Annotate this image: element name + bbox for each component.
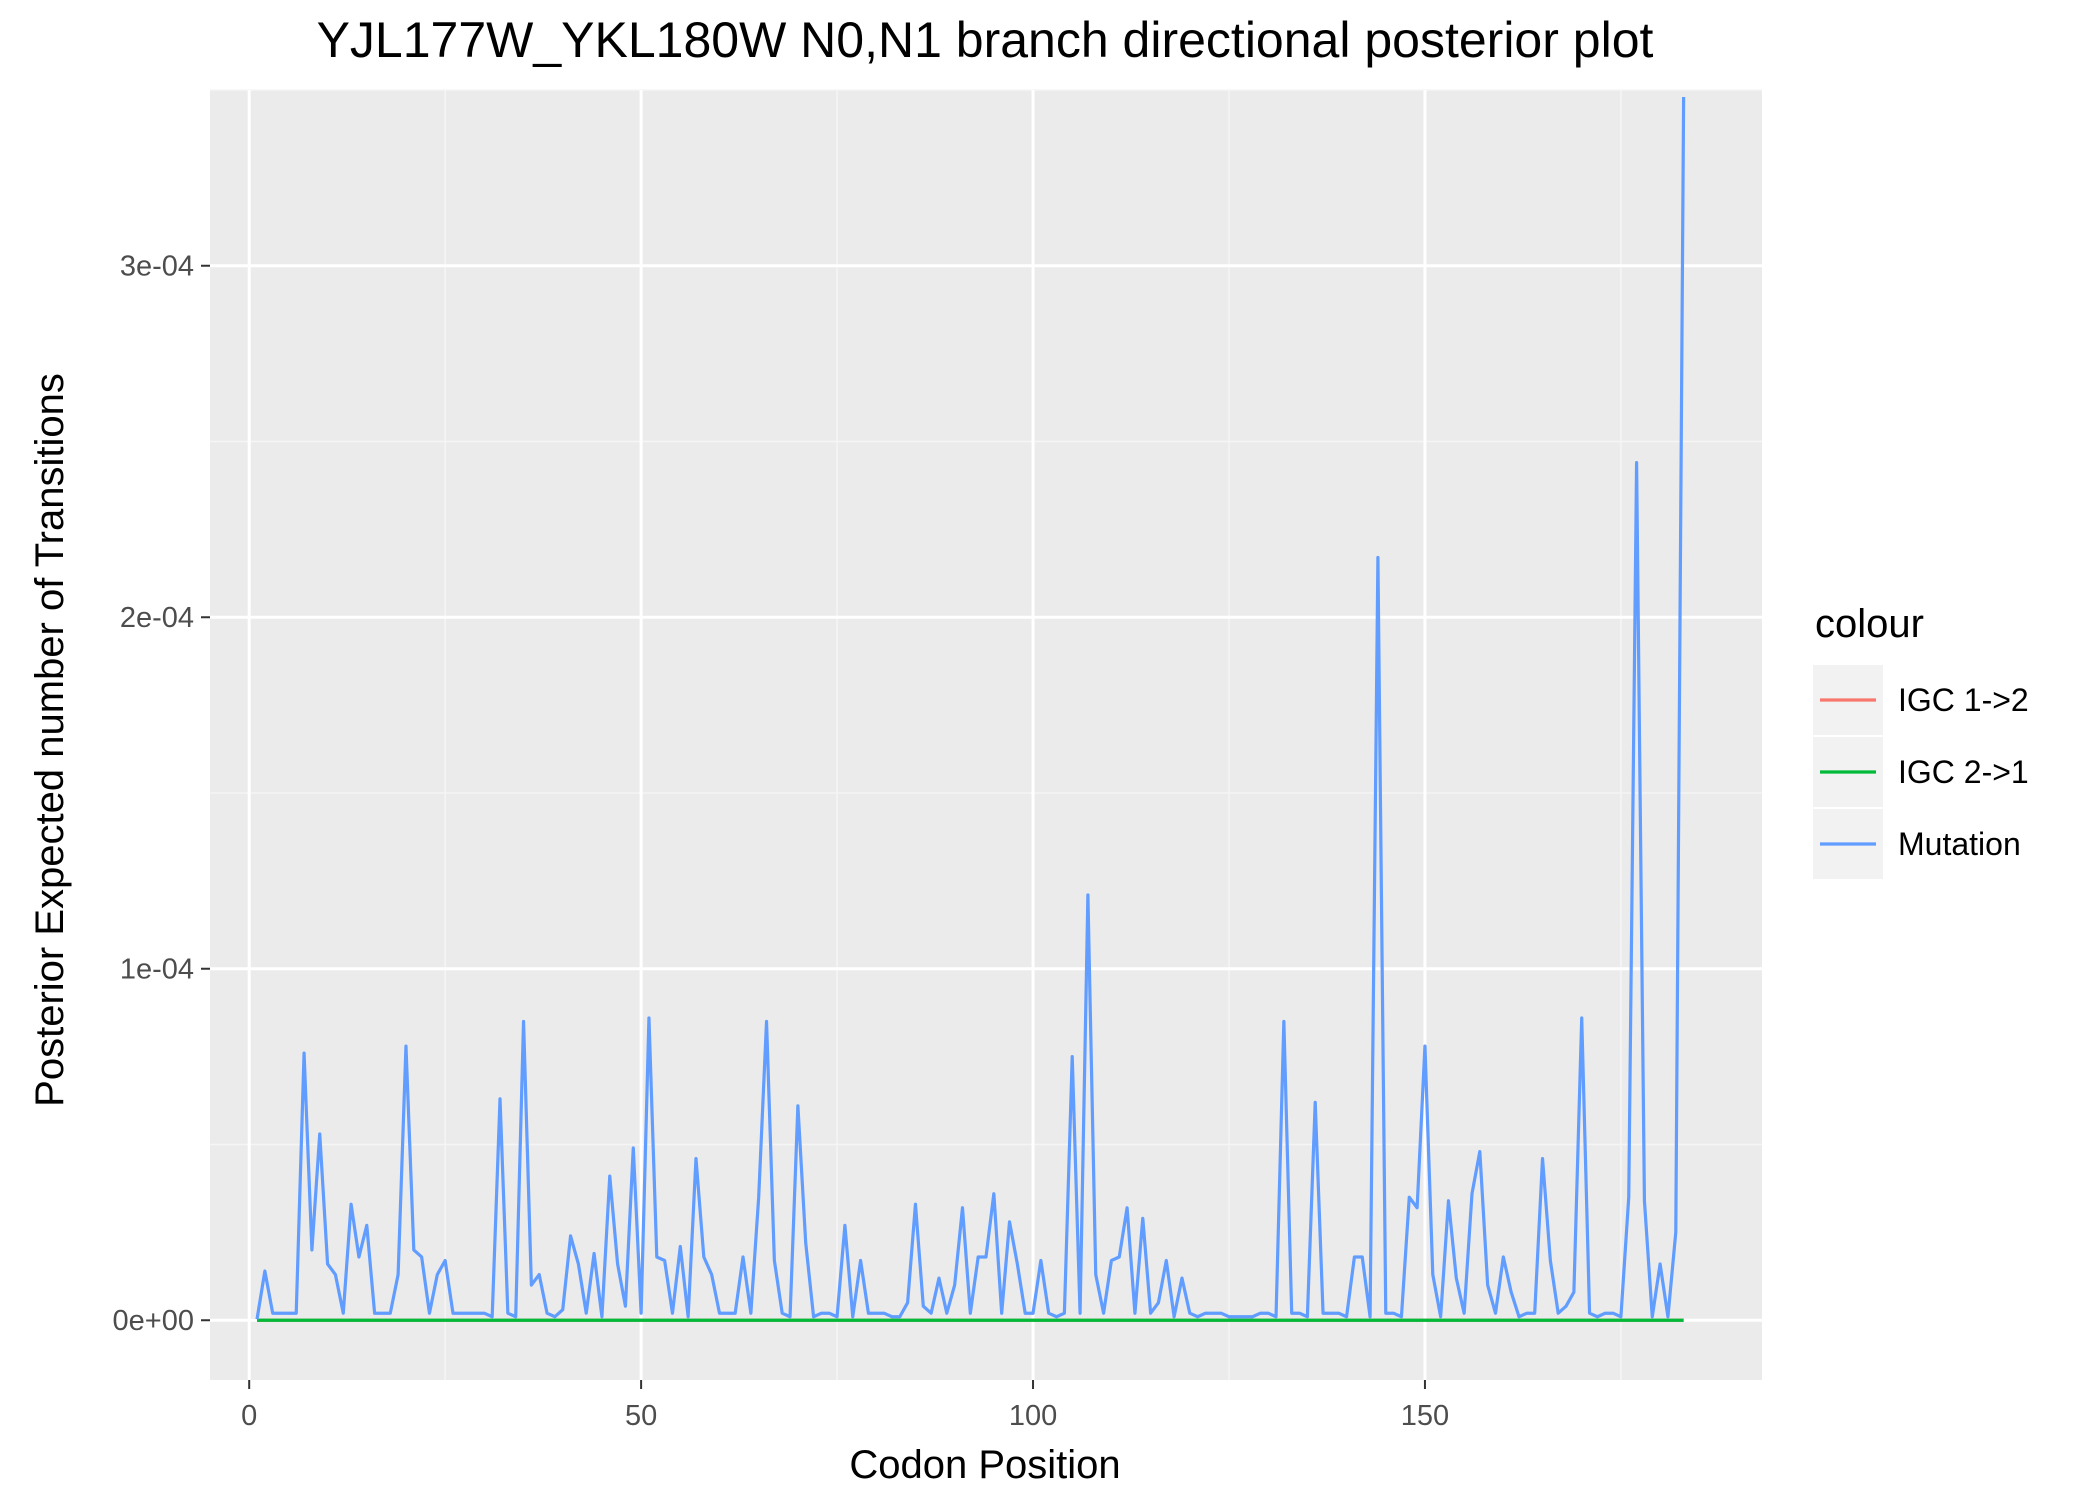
y-axis-ticks: 0e+00 1e-04 2e-04 3e-04 (113, 251, 210, 1337)
minor-gridlines (210, 89, 1762, 1380)
legend: colour IGC 1->2 IGC 2->1 Mutation (1813, 602, 2029, 879)
y-tick-label: 1e-04 (120, 954, 194, 986)
legend-label: Mutation (1898, 826, 2021, 862)
legend-title: colour (1815, 602, 1924, 646)
series-line-mutation (255, 97, 1686, 1320)
legend-label: IGC 1->2 (1898, 682, 2029, 718)
series-lines (255, 97, 1686, 1322)
legend-label: IGC 2->1 (1898, 754, 2029, 790)
x-tick-label: 50 (625, 1400, 657, 1432)
x-tick-label: 100 (1009, 1400, 1057, 1432)
y-axis-title: Posterior Expected number of Transitions (28, 373, 72, 1107)
y-tick-label: 2e-04 (120, 602, 194, 634)
x-tick-label: 150 (1401, 1400, 1449, 1432)
chart-title: YJL177W_YKL180W N0,N1 branch directional… (317, 12, 1654, 68)
plot-panel (210, 90, 1762, 1380)
legend-items: IGC 1->2 IGC 2->1 Mutation (1813, 665, 2029, 879)
y-tick-label: 0e+00 (113, 1305, 194, 1337)
y-tick-label: 3e-04 (120, 251, 194, 283)
x-axis-title: Codon Position (849, 1443, 1120, 1487)
x-tick-label: 0 (241, 1400, 257, 1432)
x-axis-ticks: 0 50 100 150 (241, 1380, 1449, 1432)
